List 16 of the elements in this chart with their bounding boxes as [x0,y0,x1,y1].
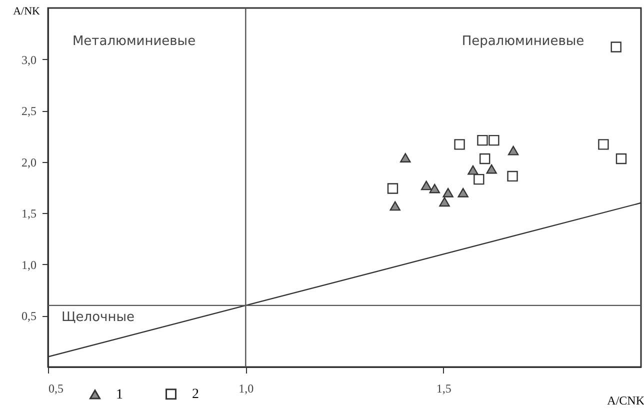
annotation: Пералюминиевые [462,34,584,49]
x-tick-label: 1,0 [238,382,254,396]
y-tick-label: 2,0 [22,155,36,170]
x-tick-label: 0,5 [48,382,64,396]
y-tick-label: 1,0 [22,258,36,272]
annotation: Щелочные [62,310,134,325]
y-tick-label: 3,0 [22,52,36,67]
y-tick-label: 0,5 [22,309,36,324]
x-tick-label: 1,5 [436,382,452,396]
legend-label: 2 [192,387,199,402]
annotation: Металюминиевые [72,34,196,49]
y-tick-label: 2,5 [22,104,36,118]
y-axis-title: A/NK [13,6,40,18]
x-axis-title: A/CNK [607,394,644,408]
legend-label: 1 [116,387,123,402]
y-tick-label: 1,5 [22,206,36,221]
